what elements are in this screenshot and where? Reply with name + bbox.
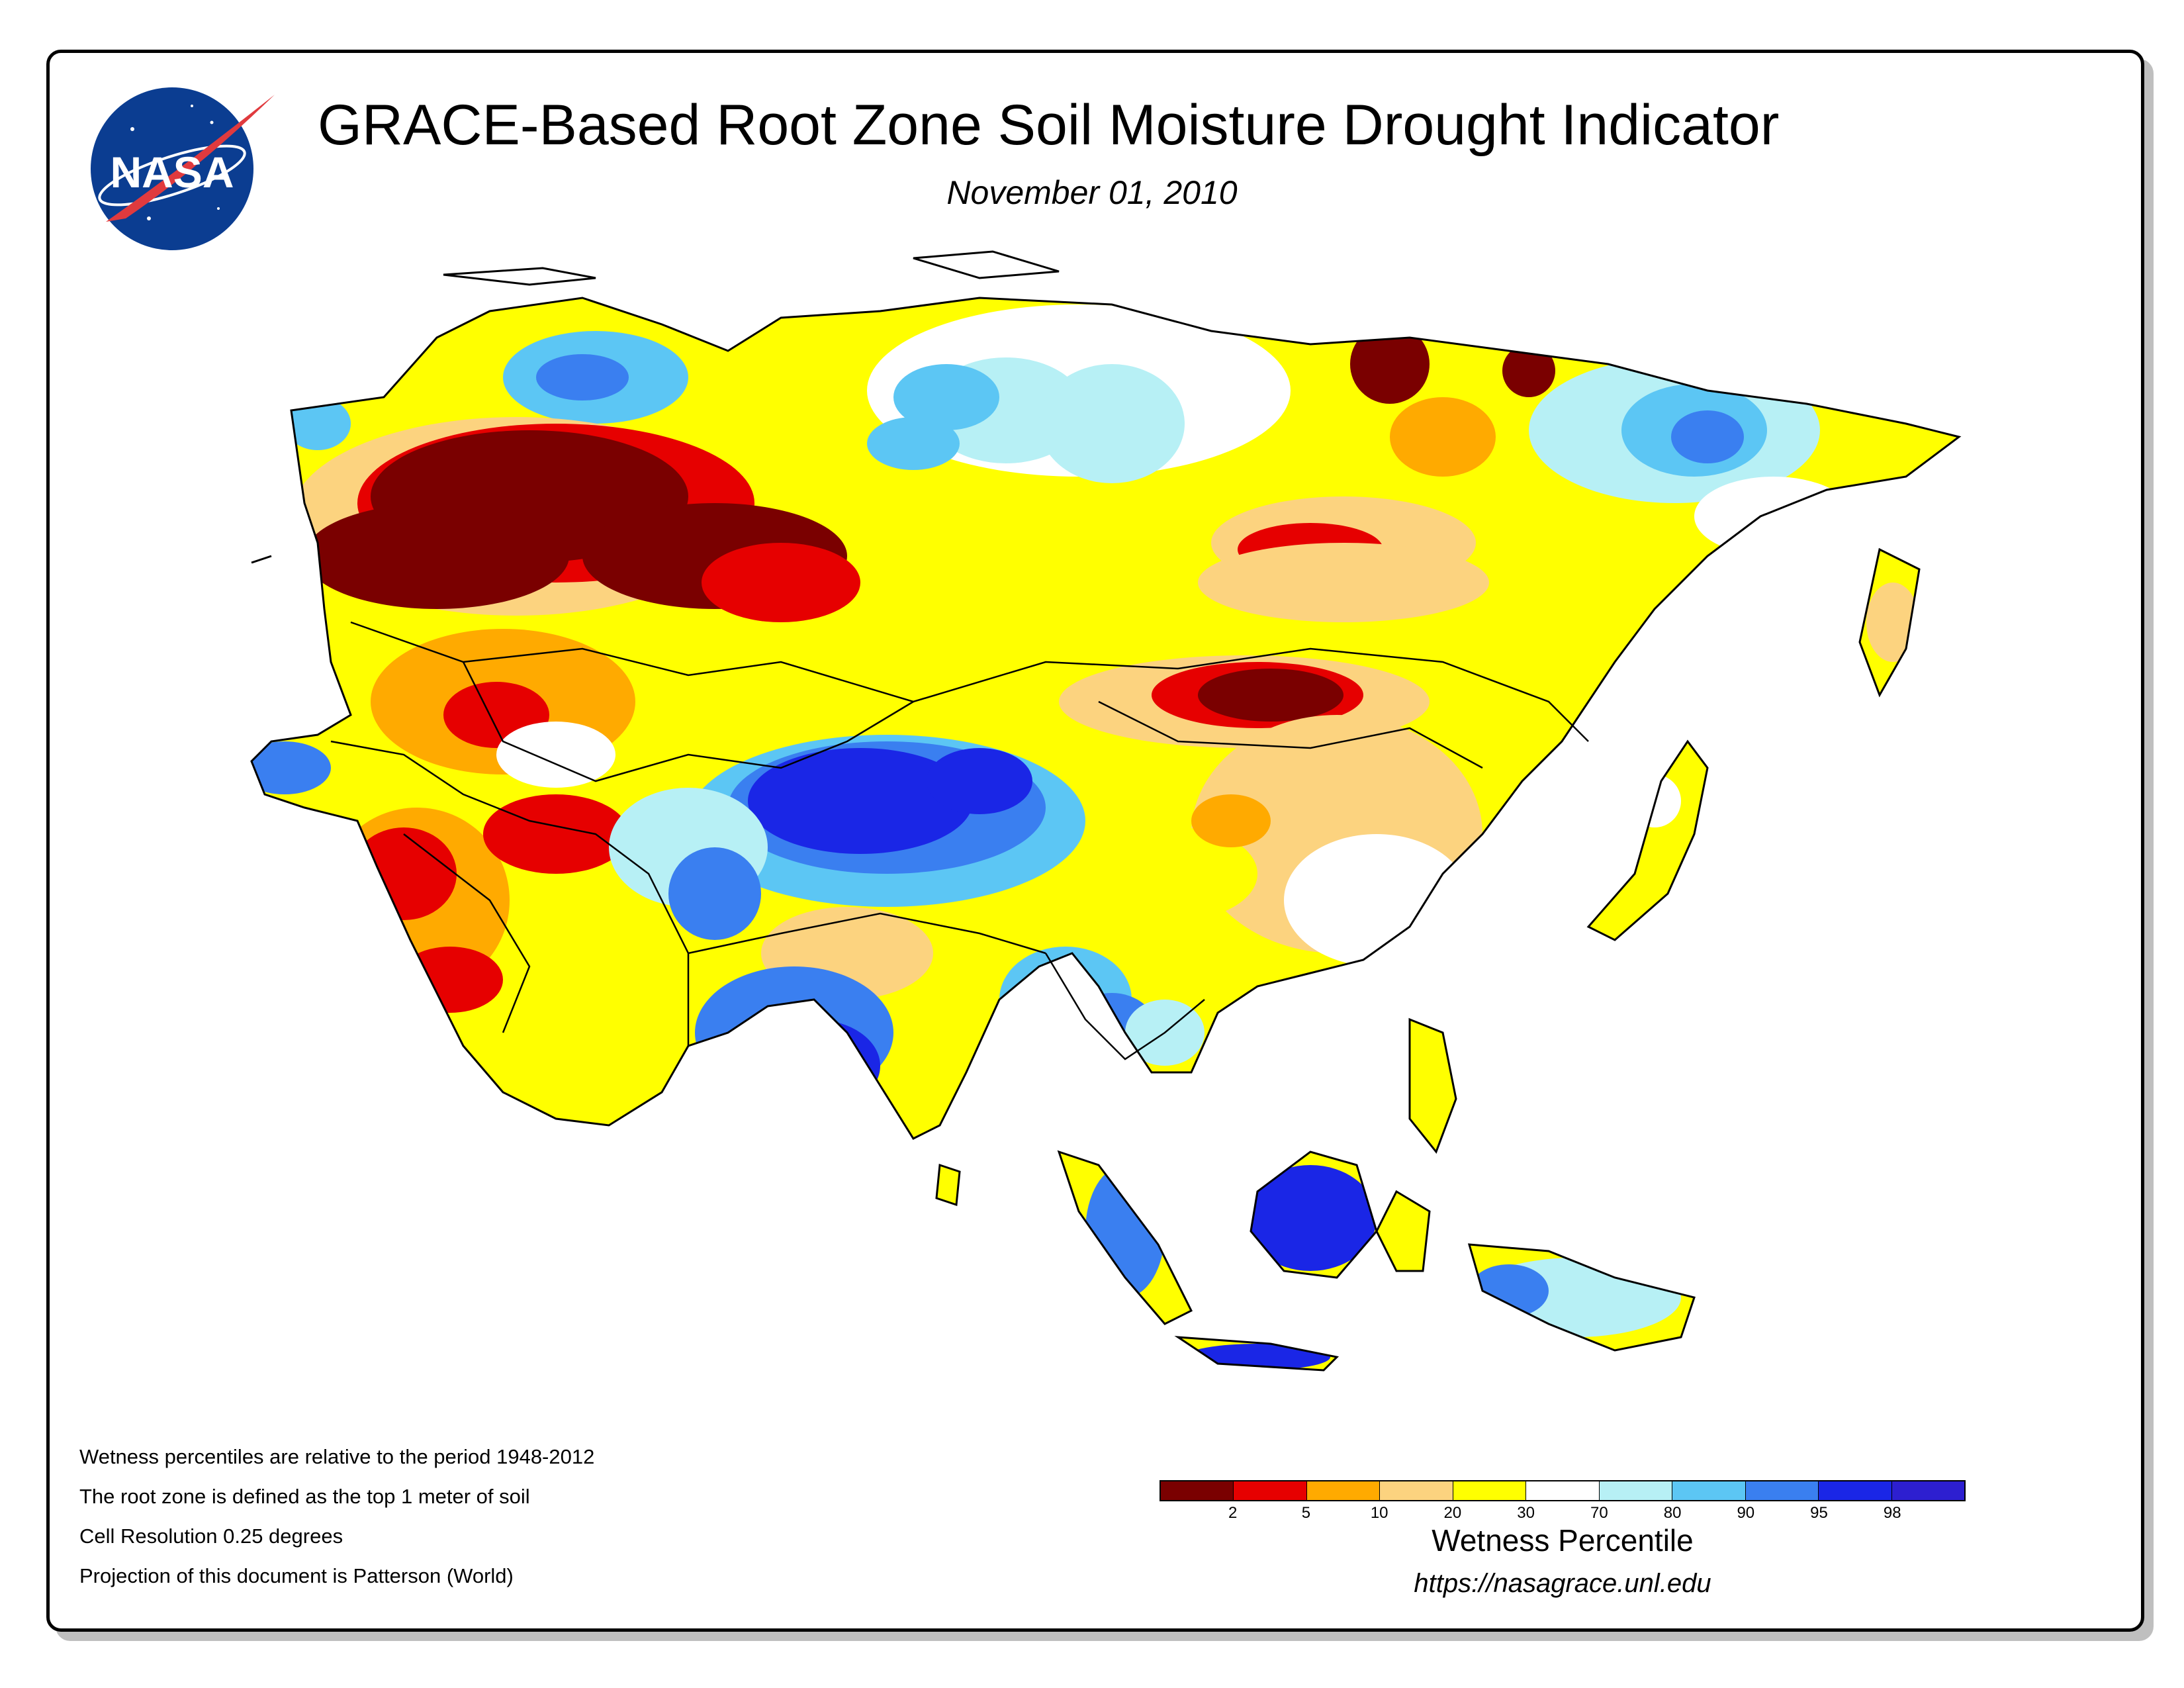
map-notes: Wetness percentiles are relative to the … [79, 1443, 594, 1602]
note-root-zone: The root zone is defined as the top 1 me… [79, 1485, 530, 1508]
coastlines [250, 250, 1962, 1372]
note-resolution: Cell Resolution 0.25 degrees [79, 1524, 343, 1548]
legend-swatch [1234, 1481, 1307, 1500]
nasa-logo-text: NASA [110, 148, 234, 197]
legend-swatch [1453, 1481, 1527, 1500]
legend-swatch [1745, 1481, 1819, 1500]
page-title: GRACE-Based Root Zone Soil Moisture Drou… [318, 93, 1780, 157]
legend-tick-label: 80 [1663, 1504, 1682, 1522]
legend-tick-label: 30 [1517, 1504, 1535, 1522]
legend-tick-label: 95 [1810, 1504, 1828, 1522]
legend-tick-label: 5 [1301, 1504, 1311, 1522]
legend-tick-label: 10 [1370, 1504, 1388, 1522]
legend-swatch [1161, 1481, 1234, 1500]
legend-title: Wetness Percentile [1432, 1523, 1694, 1558]
legend-tick-label: 2 [1228, 1504, 1238, 1522]
legend-swatch [1306, 1481, 1381, 1500]
map-date: November 01, 2010 [946, 174, 1238, 211]
nasa-logo: NASA [91, 87, 275, 250]
legend-swatch [1819, 1481, 1892, 1500]
legend-swatch [1599, 1481, 1673, 1500]
legend-swatch [1672, 1481, 1746, 1500]
wetness-legend-bar [1160, 1480, 1966, 1501]
source-url[interactable]: https://nasagrace.unl.edu [1414, 1569, 1711, 1598]
wetness-legend-ticks: 2 5 10 20 30 70 80 90 95 98 [1160, 1504, 1966, 1526]
legend-swatch [1526, 1481, 1600, 1500]
wetness-field [251, 298, 1959, 1370]
legend-swatch [1891, 1481, 1964, 1500]
region-mongolia-extreme-dry [1198, 669, 1343, 722]
legend-tick-label: 70 [1590, 1504, 1608, 1522]
legend-tick-label: 90 [1737, 1504, 1755, 1522]
region-tibet-extreme-wet [748, 748, 973, 854]
drought-map [250, 250, 1962, 1372]
country-borders [330, 621, 1589, 1060]
legend-tick-label: 20 [1443, 1504, 1462, 1522]
legend-tick-label: 98 [1883, 1504, 1901, 1522]
legend-swatch [1380, 1481, 1453, 1500]
note-percentile-period: Wetness percentiles are relative to the … [79, 1445, 595, 1468]
note-projection: Projection of this document is Patterson… [79, 1564, 514, 1587]
